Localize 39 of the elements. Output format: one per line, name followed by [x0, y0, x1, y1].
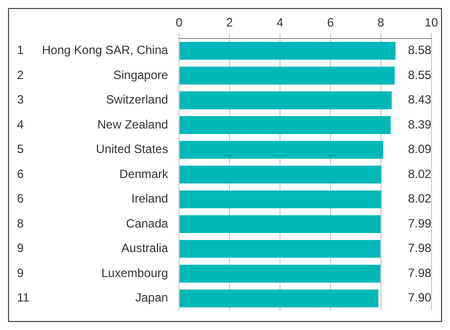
y-tick-label: Ireland — [131, 192, 168, 206]
text: 9 — [17, 241, 24, 256]
y-tick-label: New Zealand — [97, 117, 168, 132]
y-tick-label: Hong Kong SAR, China — [42, 43, 168, 58]
data-label: 7.98 — [408, 266, 432, 280]
text: 2 — [17, 68, 24, 82]
text: 6 — [17, 192, 24, 206]
x-tick-label: 2 — [226, 16, 234, 30]
data-label: 7.99 — [408, 216, 432, 230]
data-label: 8.02 — [408, 166, 432, 181]
data-label: 8.55 — [408, 68, 432, 82]
text: 6 — [17, 166, 24, 181]
data-label: 8.02 — [408, 192, 432, 206]
x-tick-label: 10 — [424, 16, 438, 30]
data-label: 8.09 — [408, 142, 432, 156]
y-tick-label: Australia — [121, 241, 168, 256]
data-label: 7.90 — [408, 290, 432, 305]
y-tick-label: Denmark — [119, 166, 170, 181]
y-tick-label: Canada — [126, 216, 168, 230]
y-tick-label: Luxembourg — [101, 266, 168, 280]
y-tick-label: Singapore — [113, 68, 168, 82]
data-label: 7.98 — [408, 241, 432, 256]
x-tick-label: 8 — [378, 16, 385, 30]
text: 4 — [17, 117, 24, 132]
text: 11 — [17, 290, 30, 305]
y-tick-label: Japan — [135, 290, 168, 305]
text: 9 — [17, 266, 24, 280]
data-label: 8.58 — [408, 43, 432, 58]
x-tick-label: 6 — [327, 16, 334, 30]
data-label: 8.39 — [408, 117, 432, 132]
text: 5 — [17, 142, 24, 156]
y-tick-label: United States — [96, 142, 168, 156]
y-tick-label: Switzerland — [106, 92, 168, 107]
text: 3 — [17, 92, 24, 107]
data-label: 8.43 — [408, 92, 432, 107]
x-tick-label: 0 — [176, 16, 183, 30]
text: 8 — [17, 216, 24, 230]
text: 1 — [17, 43, 24, 58]
x-tick-label: 4 — [276, 16, 284, 30]
